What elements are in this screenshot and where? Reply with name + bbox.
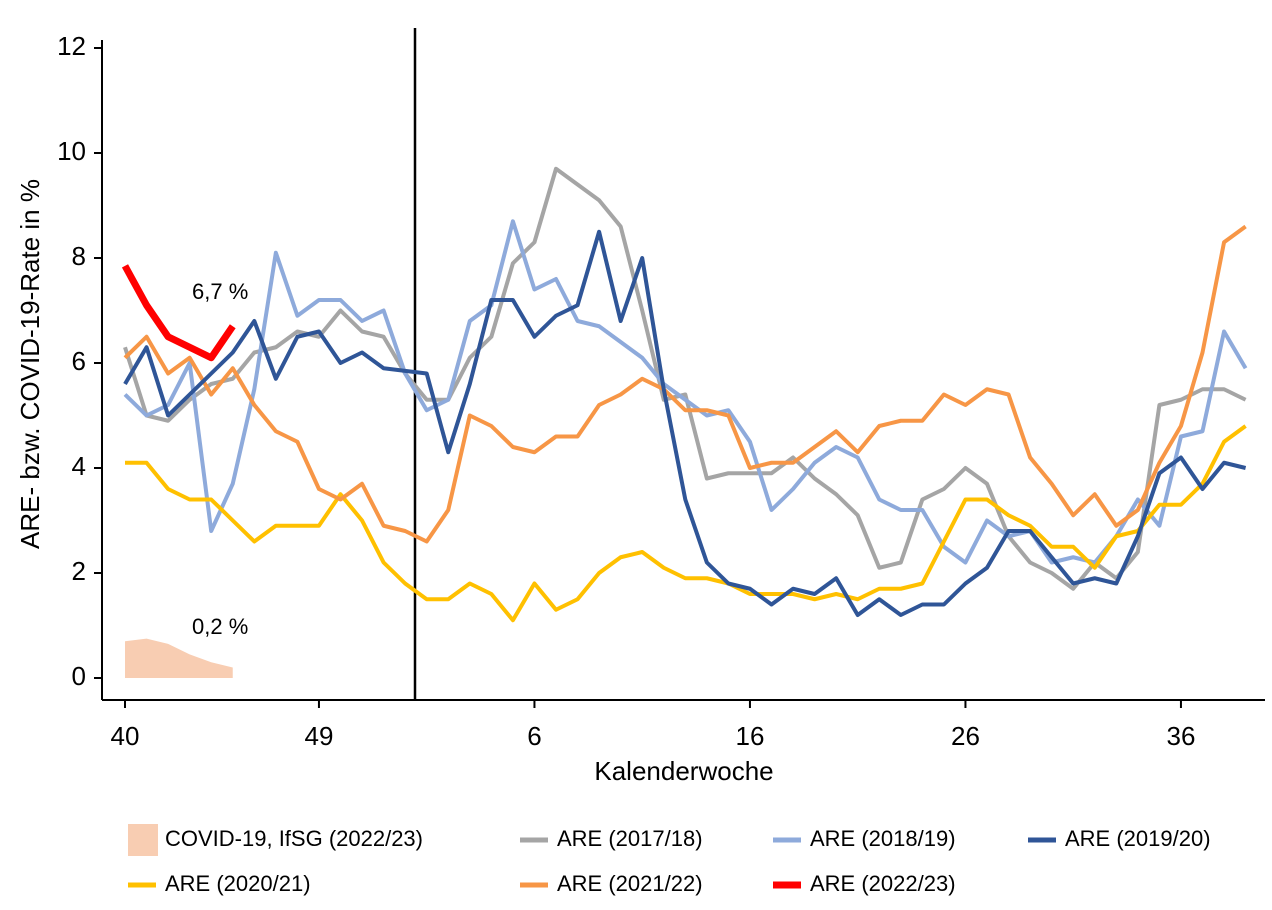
y-axis-label: ARE- bzw. COVID-19-Rate in % — [15, 179, 45, 549]
x-tick-label: 16 — [735, 721, 764, 751]
annotation: 0,2 % — [192, 614, 248, 639]
y-tick-label: 6 — [72, 346, 86, 376]
y-tick-label: 0 — [72, 661, 86, 691]
line — [123, 229, 1247, 617]
y-tick-label: 12 — [57, 31, 86, 61]
line — [123, 219, 1248, 565]
x-tick-label: 40 — [111, 721, 140, 751]
legend-label: ARE (2017/18) — [557, 826, 703, 851]
y-tick-label: 10 — [57, 136, 86, 166]
x-axis-label: Kalenderwoche — [594, 756, 773, 786]
legend-label: ARE (2019/20) — [1065, 826, 1211, 851]
y-tick-label: 8 — [72, 241, 86, 271]
legend-swatch — [128, 824, 158, 856]
line — [121, 264, 236, 362]
annotation: 6,7 % — [192, 279, 248, 304]
legend-label: ARE (2022/23) — [810, 871, 956, 896]
y-tick-label: 2 — [72, 556, 86, 586]
x-tick-label: 49 — [304, 721, 333, 751]
legend-label: ARE (2021/22) — [557, 871, 703, 896]
legend-label: ARE (2020/21) — [165, 871, 311, 896]
y-tick-label: 4 — [72, 451, 86, 481]
legend-label: COVID-19, IfSG (2022/23) — [165, 826, 423, 851]
x-tick-label: 6 — [527, 721, 541, 751]
x-tick-label: 26 — [951, 721, 980, 751]
area — [125, 638, 233, 678]
legend-label: ARE (2018/19) — [810, 826, 956, 851]
line — [125, 424, 1247, 623]
x-tick-label: 36 — [1166, 721, 1195, 751]
line — [123, 224, 1247, 544]
